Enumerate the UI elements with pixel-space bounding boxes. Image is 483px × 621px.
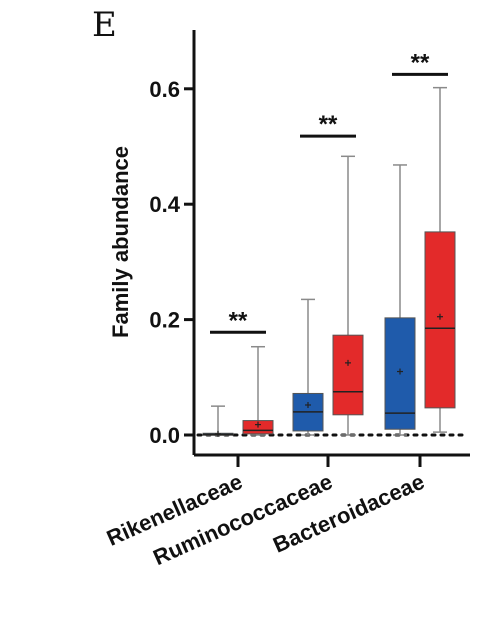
x-tick-label: Bacteroidaceae	[269, 469, 428, 558]
y-axis-title: Family abundance	[108, 146, 133, 338]
significance-label: **	[411, 49, 430, 76]
significance-label: **	[229, 307, 248, 334]
box	[424, 231, 456, 409]
box	[332, 334, 364, 416]
significance-label: **	[319, 111, 338, 138]
y-tick-label: 0.6	[149, 77, 180, 102]
plot-area: 0.00.20.40.6RikenellaceaeRuminococcaceae…	[103, 30, 470, 570]
y-tick-label: 0.4	[149, 192, 180, 217]
y-tick-label: 0.2	[149, 308, 180, 333]
y-tick-label: 0.0	[149, 423, 180, 448]
panel-label: E	[92, 5, 117, 45]
